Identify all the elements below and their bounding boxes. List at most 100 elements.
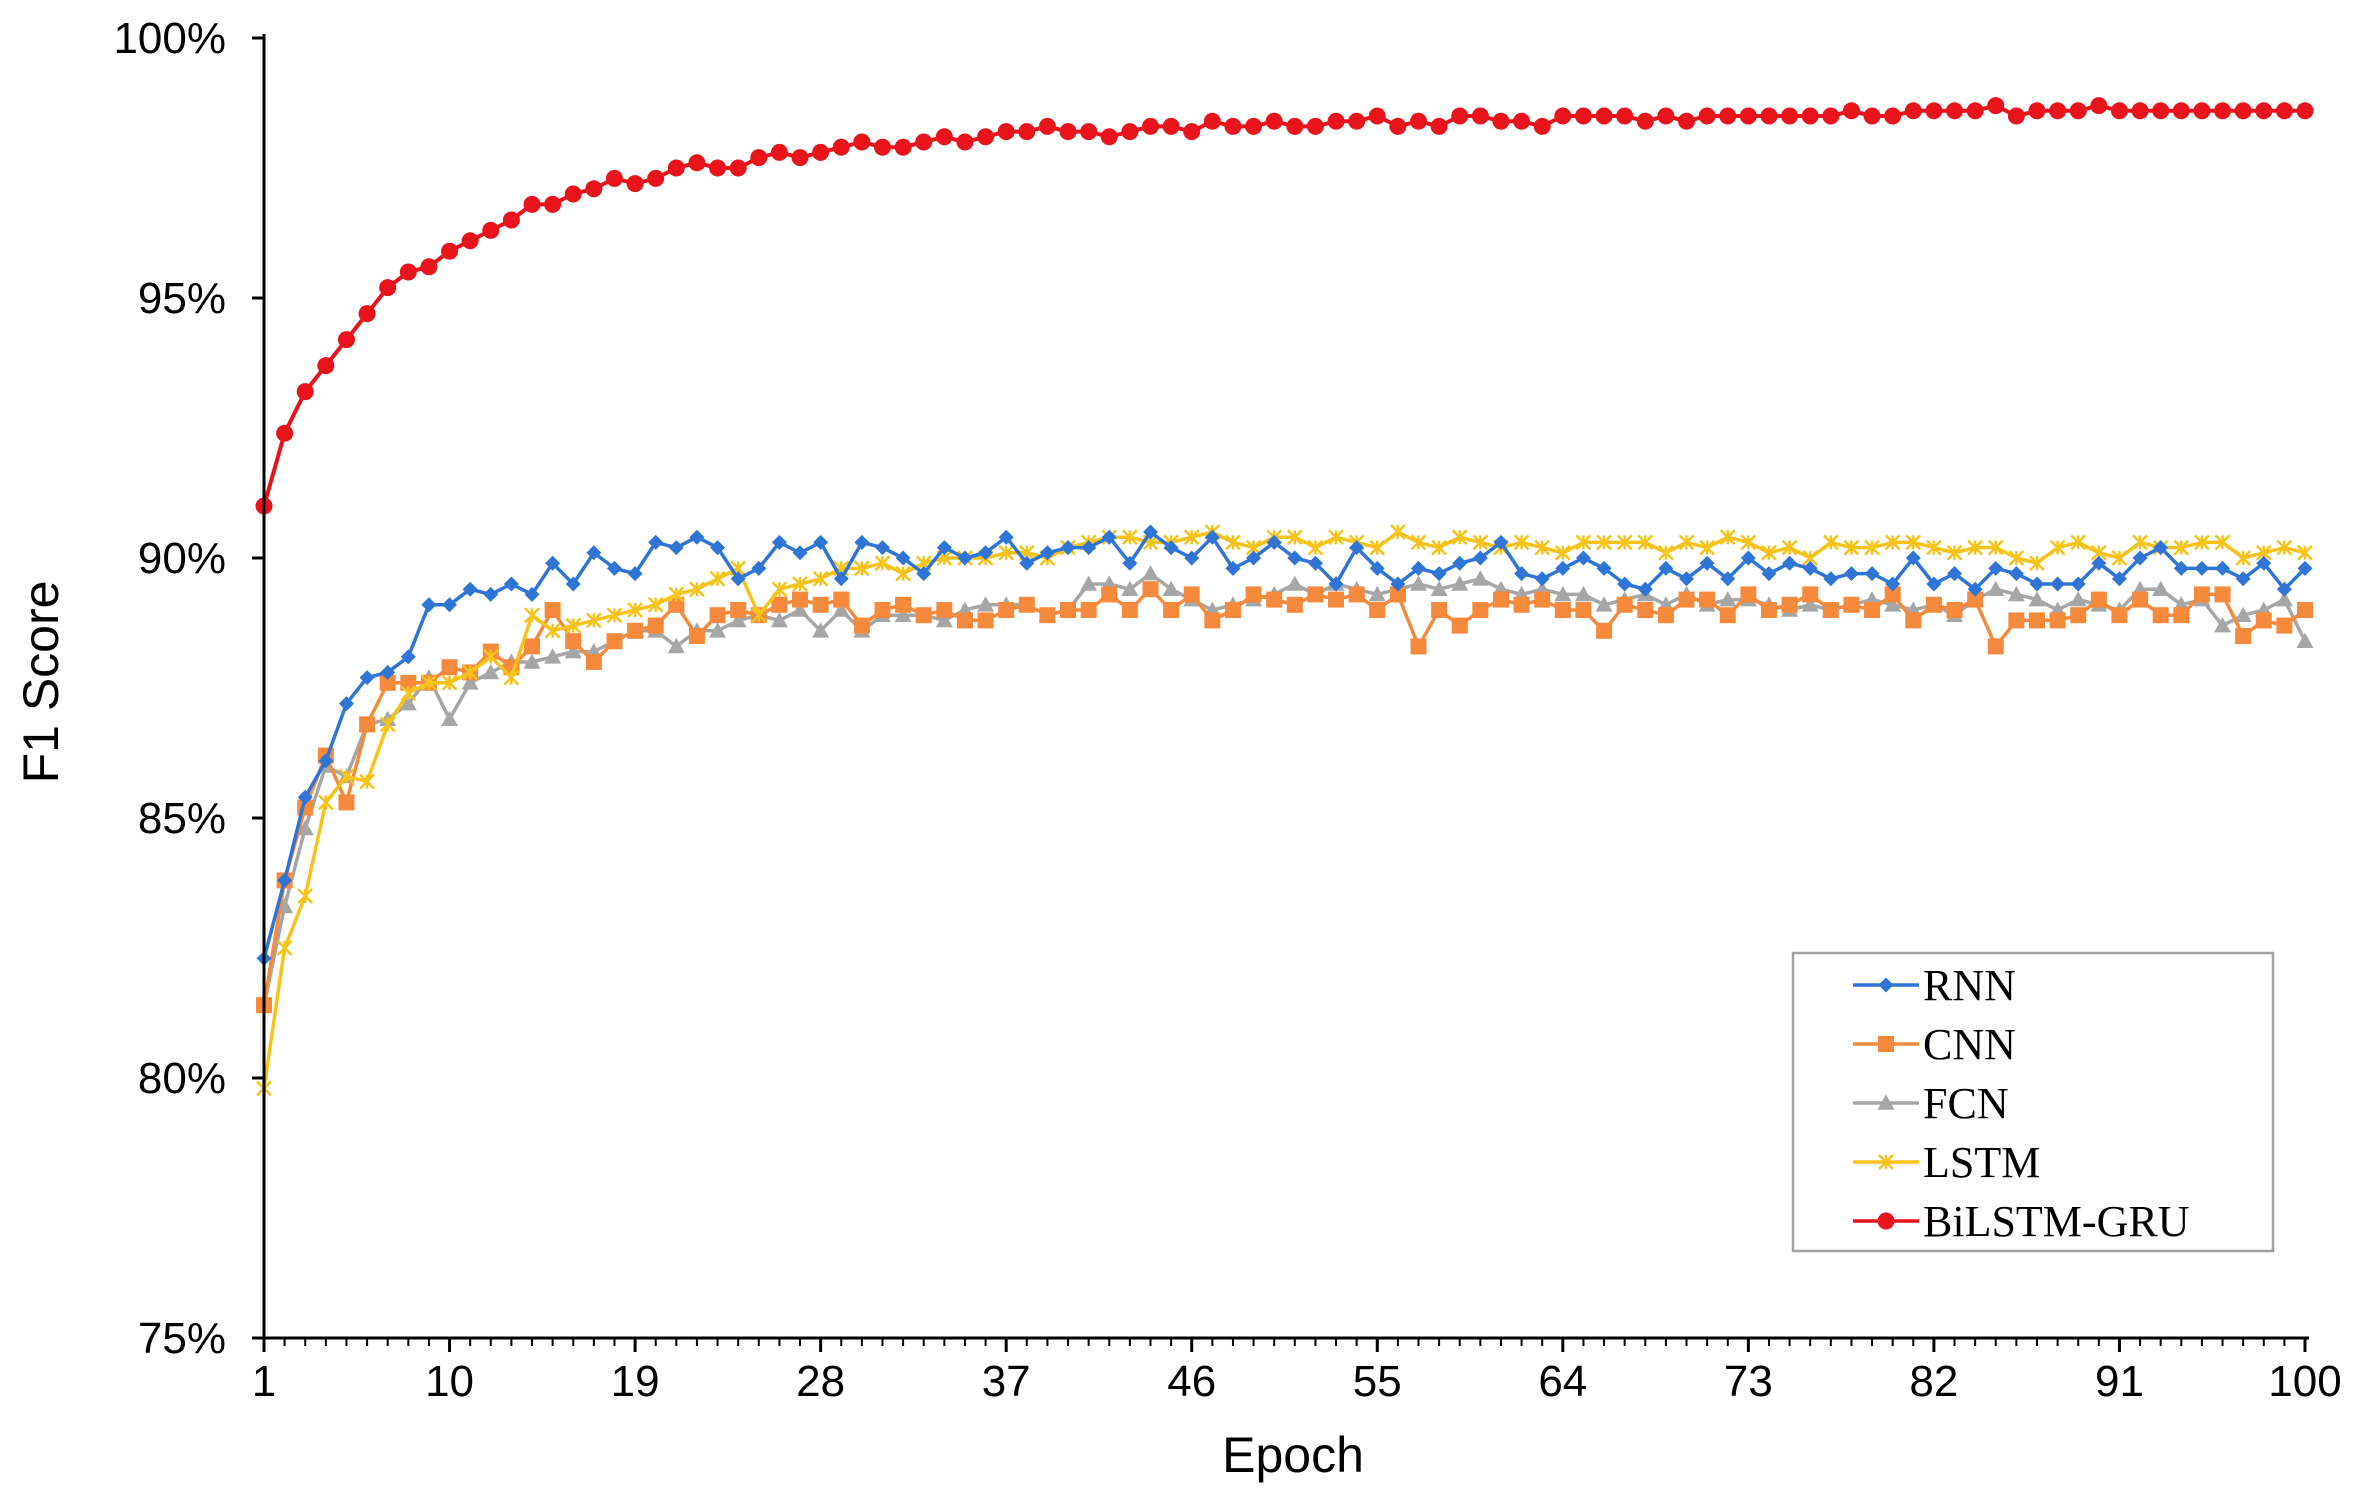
data-point-cnn-74 xyxy=(1760,602,1777,618)
data-point-rnn-26 xyxy=(771,534,787,550)
legend-swatch-marker xyxy=(1877,1212,1895,1230)
data-point-cnn-77 xyxy=(1822,602,1839,618)
data-point-rnn-43 xyxy=(1122,555,1138,571)
data-point-cnn-59 xyxy=(1451,617,1468,634)
data-point-rnn-40 xyxy=(1060,540,1076,556)
series-line-fcn xyxy=(262,571,2307,1006)
data-point-rnn-55 xyxy=(1369,560,1385,576)
data-point-bilstm-gru-62 xyxy=(1513,112,1531,130)
data-point-bilstm-gru-98 xyxy=(2255,102,2273,120)
data-point-fcn-21 xyxy=(667,637,685,654)
data-point-rnn-91 xyxy=(2111,571,2127,587)
data-point-bilstm-gru-59 xyxy=(1451,107,1469,125)
data-point-rnn-37 xyxy=(998,529,1014,545)
data-point-bilstm-gru-97 xyxy=(2234,102,2252,120)
data-point-bilstm-gru-9 xyxy=(420,258,438,276)
data-point-rnn-48 xyxy=(1225,560,1241,576)
data-point-bilstm-gru-31 xyxy=(873,138,891,156)
data-point-lstm-27 xyxy=(792,576,808,592)
data-point-bilstm-gru-90 xyxy=(2090,97,2108,115)
data-point-fcn-28 xyxy=(812,622,830,638)
data-point-cnn-69 xyxy=(1657,607,1674,624)
data-point-rnn-17 xyxy=(586,545,602,561)
data-point-rnn-50 xyxy=(1266,534,1282,550)
data-point-bilstm-gru-67 xyxy=(1616,107,1634,125)
data-point-rnn-6 xyxy=(359,670,375,686)
data-point-bilstm-gru-55 xyxy=(1368,107,1386,125)
data-point-cnn-10 xyxy=(441,659,458,676)
data-point-lstm-52 xyxy=(1307,539,1324,556)
data-point-bilstm-gru-37 xyxy=(997,123,1015,141)
data-point-lstm-10 xyxy=(441,674,458,691)
data-point-bilstm-gru-83 xyxy=(1946,102,1964,120)
data-point-lstm-64 xyxy=(1554,544,1571,561)
data-point-cnn-55 xyxy=(1369,602,1386,618)
data-point-fcn-51 xyxy=(1286,575,1304,591)
data-point-cnn-49 xyxy=(1245,586,1262,603)
data-point-cnn-89 xyxy=(2070,607,2087,624)
data-point-bilstm-gru-69 xyxy=(1657,107,1675,125)
legend-item-cnn: CNN xyxy=(1853,1020,2016,1069)
data-point-lstm-62 xyxy=(1513,534,1530,551)
data-point-bilstm-gru-12 xyxy=(482,221,500,239)
data-point-rnn-56 xyxy=(1390,576,1406,592)
x-tick-label: 100 xyxy=(2268,1357,2341,1406)
data-point-cnn-35 xyxy=(956,612,973,629)
data-point-bilstm-gru-4 xyxy=(317,357,335,375)
data-point-bilstm-gru-21 xyxy=(667,159,685,177)
data-point-cnn-87 xyxy=(2028,612,2045,629)
x-tick-label: 73 xyxy=(1724,1357,1773,1406)
data-point-bilstm-gru-95 xyxy=(2193,102,2211,120)
data-point-rnn-4 xyxy=(318,753,334,769)
legend-swatch-marker xyxy=(1878,977,1894,993)
data-point-bilstm-gru-53 xyxy=(1327,112,1345,130)
data-point-lstm-99 xyxy=(2276,539,2293,556)
data-point-cnn-70 xyxy=(1678,591,1695,608)
data-point-rnn-52 xyxy=(1307,555,1323,571)
data-point-bilstm-gru-74 xyxy=(1760,107,1778,125)
data-point-bilstm-gru-76 xyxy=(1801,107,1819,125)
data-point-bilstm-gru-51 xyxy=(1286,117,1304,135)
data-point-rnn-22 xyxy=(689,529,705,545)
data-point-cnn-23 xyxy=(709,607,726,624)
data-point-lstm-91 xyxy=(2111,550,2128,566)
data-point-lstm-5 xyxy=(338,768,355,785)
data-point-cnn-86 xyxy=(2008,612,2025,629)
data-point-fcn-93 xyxy=(2152,580,2170,596)
data-point-rnn-32 xyxy=(895,550,911,566)
data-point-fcn-55 xyxy=(1368,585,1386,602)
data-point-lstm-100 xyxy=(2297,544,2313,561)
data-point-cnn-97 xyxy=(2235,628,2252,644)
data-point-fcn-15 xyxy=(544,648,562,664)
data-point-rnn-63 xyxy=(1534,571,1550,587)
data-point-lstm-72 xyxy=(1719,529,1736,546)
data-point-bilstm-gru-29 xyxy=(832,138,850,156)
data-point-bilstm-gru-18 xyxy=(605,169,623,187)
data-point-fcn-72 xyxy=(1719,591,1737,607)
data-point-bilstm-gru-56 xyxy=(1389,117,1407,135)
data-point-cnn-68 xyxy=(1637,602,1654,618)
data-point-rnn-19 xyxy=(627,566,643,582)
data-point-cnn-37 xyxy=(998,602,1015,618)
data-point-cnn-80 xyxy=(1884,586,1901,603)
data-point-rnn-27 xyxy=(792,545,808,561)
data-point-lstm-6 xyxy=(359,773,375,790)
series-rnn xyxy=(256,524,2313,966)
data-point-lstm-78 xyxy=(1843,539,1860,556)
data-point-cnn-40 xyxy=(1060,602,1077,618)
data-point-bilstm-gru-33 xyxy=(915,133,933,151)
data-point-lstm-68 xyxy=(1637,534,1654,551)
data-point-cnn-30 xyxy=(853,617,870,634)
data-point-rnn-12 xyxy=(483,586,499,602)
data-point-lstm-9 xyxy=(421,674,437,691)
data-point-lstm-60 xyxy=(1472,534,1489,551)
data-point-bilstm-gru-70 xyxy=(1678,112,1696,130)
data-point-fcn-8 xyxy=(399,695,417,711)
data-point-bilstm-gru-46 xyxy=(1183,123,1201,141)
data-point-rnn-16 xyxy=(565,576,581,592)
data-point-rnn-41 xyxy=(1081,540,1097,556)
data-point-rnn-2 xyxy=(277,872,293,888)
data-point-bilstm-gru-77 xyxy=(1822,107,1840,125)
data-point-cnn-93 xyxy=(2152,607,2169,624)
data-point-cnn-71 xyxy=(1699,591,1716,608)
